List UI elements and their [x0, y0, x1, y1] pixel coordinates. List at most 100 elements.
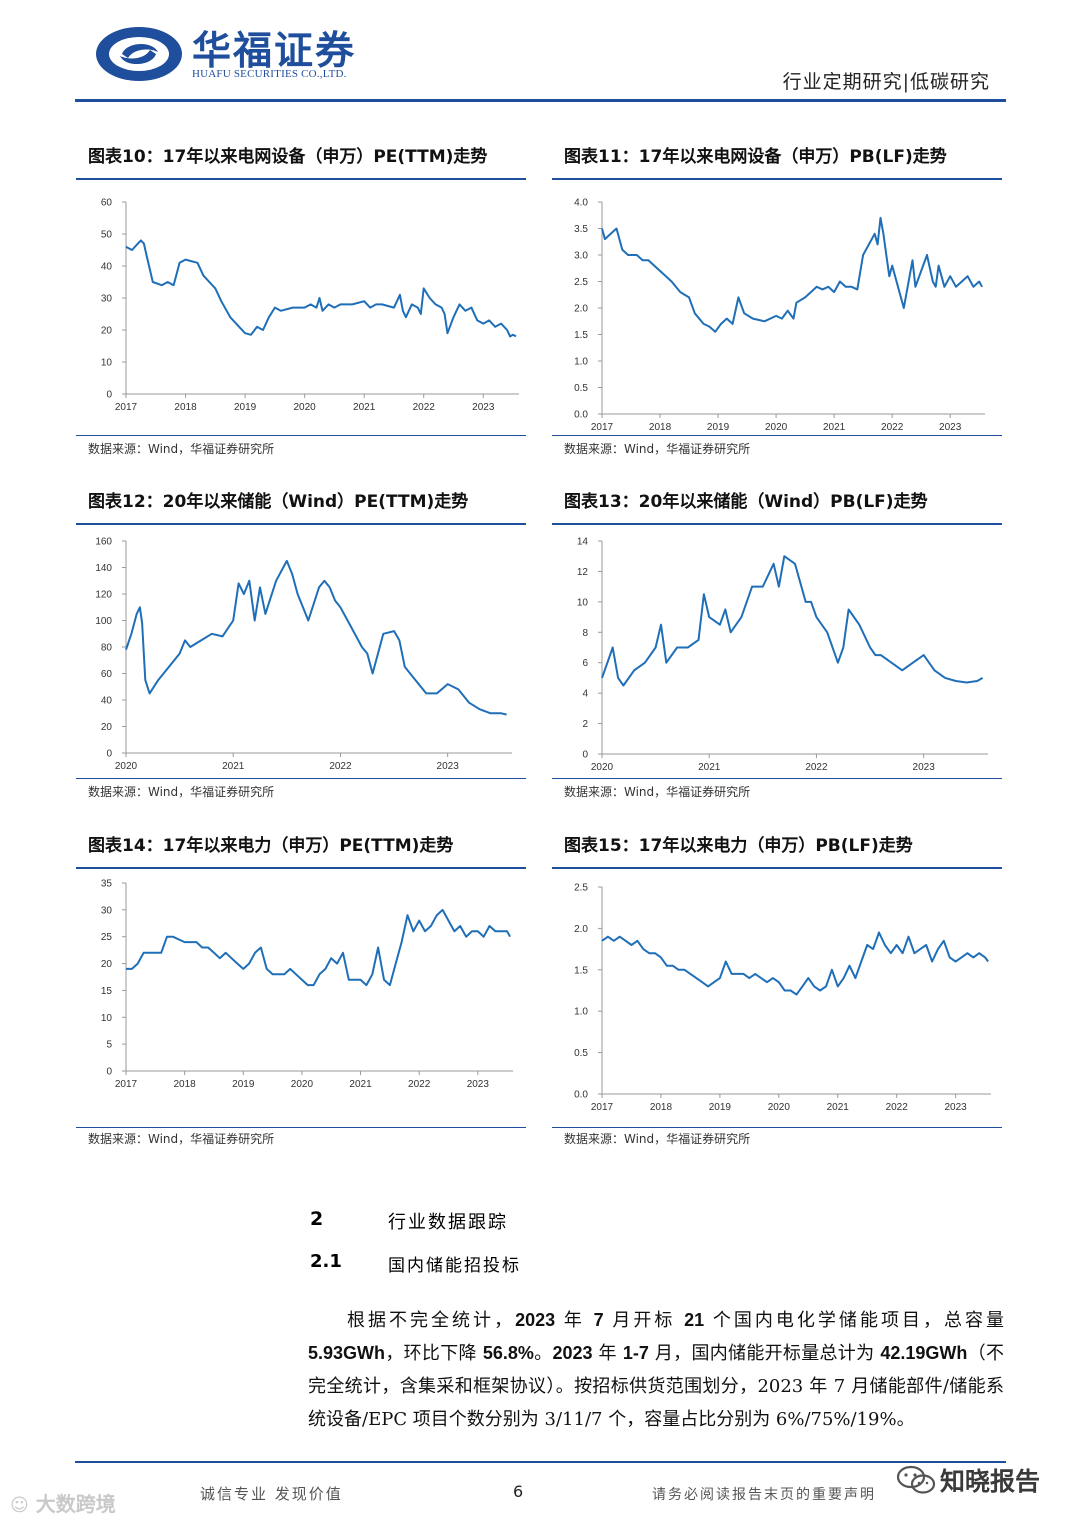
x-tick-label: 2018 [649, 422, 672, 433]
series-line [125, 239, 517, 338]
y-tick-label: 14 [577, 537, 589, 548]
y-tick-label: 10 [577, 597, 589, 608]
x-tick-label: 2017 [115, 402, 138, 413]
chart-top-rule [76, 867, 526, 869]
y-tick-label: 60 [101, 198, 113, 209]
x-tick-label: 2021 [353, 402, 376, 413]
y-tick-label: 25 [101, 932, 113, 943]
y-tick-label: 0 [106, 1067, 112, 1078]
x-tick-label: 2023 [472, 402, 495, 413]
y-tick-label: 80 [101, 643, 113, 654]
chart-title: 图表14：17年以来电力（申万）PE(TTM)走势 [88, 836, 454, 856]
x-tick-label: 2019 [234, 402, 257, 413]
x-tick-label: 2020 [765, 422, 788, 433]
watermark-left: ☺ 大数跨境 [10, 1492, 116, 1516]
chart-13-plot: 0 2 4 6 8 10 12 14 2020 2021 2022 2023 [577, 537, 988, 773]
x-tick-label: 2019 [232, 1079, 255, 1090]
x-tick-label: 2018 [174, 1079, 197, 1090]
x-tick-label: 2017 [115, 1079, 138, 1090]
y-tick-label: 6 [582, 658, 588, 669]
chart-bottom-rule [552, 778, 1002, 779]
watermark-right: 知晓报告 [940, 1467, 1041, 1496]
chart-bottom-rule [76, 435, 526, 436]
x-tick-label: 2020 [115, 761, 138, 772]
chart-title: 图表11：17年以来电网设备（申万）PB(LF)走势 [564, 147, 947, 167]
series-line [601, 555, 984, 687]
y-tick-label: 140 [95, 563, 112, 574]
section-number: 2 [310, 1208, 324, 1230]
y-tick-label: 2.0 [574, 924, 588, 935]
x-tick-label: 2022 [408, 1079, 431, 1090]
x-tick-label: 2019 [707, 422, 730, 433]
y-tick-label: 2.5 [574, 883, 588, 894]
x-tick-label: 2020 [768, 1102, 791, 1113]
x-tick-label: 2020 [591, 762, 614, 773]
chart-12-plot: 0 20 40 60 80 100 120 140 160 2020 2021 2022 2023 [95, 537, 512, 772]
chart-panel-15: 图表15：17年以来电力（申万）PB(LF)走势 0.0 0.5 1.0 1.5 2.0… [552, 831, 1002, 1151]
y-tick-label: 1.5 [574, 330, 588, 341]
x-tick-label: 2021 [823, 422, 846, 433]
chart-title: 图表12：20年以来储能（Wind）PE(TTM)走势 [88, 492, 469, 512]
y-tick-label: 20 [101, 959, 113, 970]
series-line [126, 908, 511, 987]
chart-source: 数据来源：Wind，华福证券研究所 [88, 1132, 275, 1146]
y-tick-label: 1.5 [574, 965, 588, 976]
series-line [125, 559, 507, 716]
y-tick-label: 20 [101, 722, 113, 733]
chart-source: 数据来源：Wind，华福证券研究所 [88, 442, 275, 456]
section-title: 行业数据跟踪 [388, 1212, 508, 1233]
y-tick-label: 30 [101, 294, 113, 305]
chart-title: 图表13：20年以来储能（Wind）PB(LF)走势 [564, 492, 928, 512]
y-tick-label: 4 [582, 689, 588, 700]
chart-panel-13: 图表13：20年以来储能（Wind）PB(LF)走势 0 2 4 6 8 10 12 14 20… [552, 487, 1002, 807]
chart-bottom-rule [552, 1127, 1002, 1128]
chart-title: 图表15：17年以来电力（申万）PB(LF)走势 [564, 836, 913, 856]
y-tick-label: 40 [101, 696, 113, 707]
header-divider [75, 99, 1006, 102]
y-tick-label: 160 [95, 537, 112, 548]
footer-slogan: 诚信专业 发现价值 [200, 1485, 343, 1503]
x-tick-label: 2023 [945, 1102, 968, 1113]
chart-source: 数据来源：Wind，华福证券研究所 [564, 442, 751, 456]
y-tick-label: 0.5 [574, 383, 588, 394]
y-tick-label: 0.0 [574, 410, 588, 421]
y-tick-label: 20 [101, 326, 113, 337]
chart-14-plot: 0 5 10 15 20 25 30 35 2017 2018 2019 2020 2021 2022 20… [101, 879, 513, 1090]
page-number: 6 [513, 1482, 524, 1501]
y-tick-label: 1.0 [574, 357, 588, 368]
y-tick-label: 10 [101, 1013, 113, 1024]
y-tick-label: 30 [101, 905, 113, 916]
x-tick-label: 2023 [939, 422, 962, 433]
wechat-icon [896, 1465, 936, 1494]
y-tick-label: 2.5 [574, 277, 588, 288]
y-tick-label: 3.0 [574, 251, 588, 262]
y-tick-label: 0 [582, 750, 588, 761]
weibo-icon: ☺ [10, 1495, 29, 1516]
chart-top-rule [76, 523, 526, 525]
y-tick-label: 40 [101, 262, 113, 273]
chart-top-rule [552, 178, 1002, 180]
huafu-logo-icon [96, 27, 182, 81]
chart-source: 数据来源：Wind，华福证券研究所 [564, 1132, 751, 1146]
y-tick-label: 50 [101, 230, 113, 241]
y-tick-label: 0.5 [574, 1048, 588, 1059]
y-tick-label: 35 [101, 879, 113, 890]
x-tick-label: 2018 [174, 402, 197, 413]
y-tick-label: 2 [582, 719, 588, 730]
chart-11-plot: 0.0 0.5 1.0 1.5 2.0 2.5 3.0 3.5 4.0 2017 2018 2019 2… [574, 198, 985, 433]
chart-source: 数据来源：Wind，华福证券研究所 [88, 785, 275, 799]
y-tick-label: 5 [106, 1040, 112, 1051]
x-tick-label: 2021 [222, 761, 245, 772]
y-tick-label: 0 [106, 749, 112, 760]
subsection-title: 国内储能招投标 [388, 1256, 521, 1276]
series-line [601, 216, 983, 333]
chart-source: 数据来源：Wind，华福证券研究所 [564, 785, 751, 799]
footer-divider [75, 1461, 1006, 1463]
chart-top-rule [552, 867, 1002, 869]
y-tick-label: 60 [101, 669, 113, 680]
chart-top-rule [552, 523, 1002, 525]
x-tick-label: 2017 [591, 422, 614, 433]
y-tick-label: 0 [106, 390, 112, 401]
subsection-number: 2.1 [310, 1251, 342, 1272]
x-tick-label: 2020 [294, 402, 317, 413]
